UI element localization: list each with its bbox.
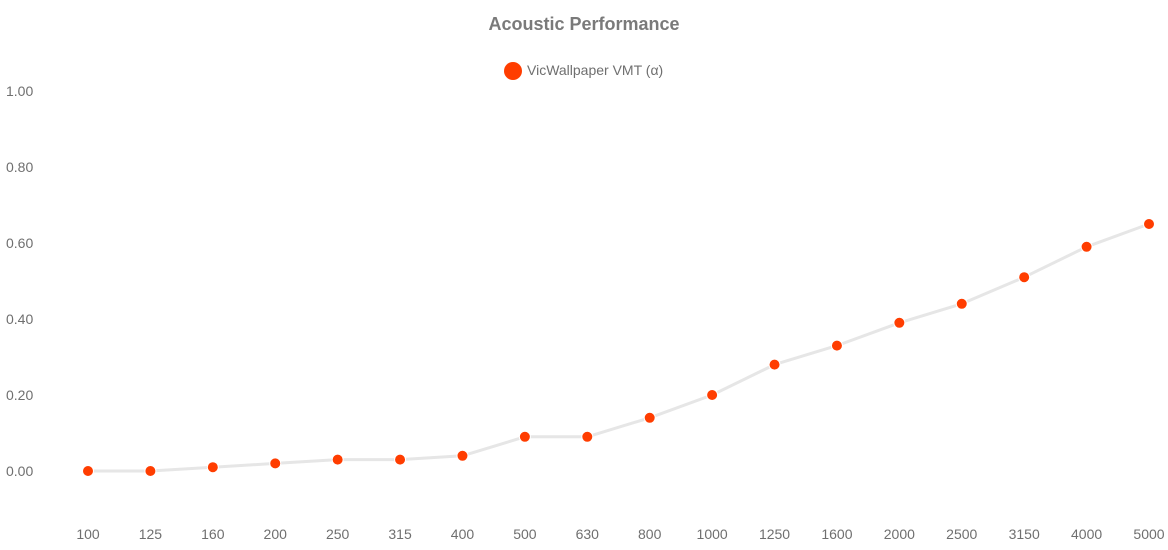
legend-marker: [504, 62, 522, 80]
x-tick-label: 160: [201, 526, 225, 542]
data-point[interactable]: [955, 297, 968, 310]
data-point[interactable]: [144, 465, 157, 477]
x-tick-label: 2500: [946, 526, 977, 542]
x-tick-label: 5000: [1133, 526, 1164, 542]
y-tick-label: 0.60: [6, 235, 33, 251]
data-point[interactable]: [456, 449, 469, 462]
y-axis: 0.00 0.20 0.40 0.60 0.80 1.00: [6, 83, 33, 479]
x-tick-label: 3150: [1009, 526, 1040, 542]
y-tick-label: 1.00: [6, 83, 33, 99]
data-point[interactable]: [1143, 218, 1155, 230]
data-point[interactable]: [82, 465, 94, 477]
data-point[interactable]: [1018, 271, 1031, 284]
data-point[interactable]: [643, 411, 656, 424]
data-point[interactable]: [518, 430, 531, 443]
series-line: [86, 222, 1151, 473]
x-tick-label: 200: [264, 526, 288, 542]
data-point[interactable]: [269, 457, 282, 470]
y-tick-label: 0.40: [6, 311, 33, 327]
x-tick-label: 2000: [884, 526, 915, 542]
x-tick-label: 400: [451, 526, 475, 542]
data-point[interactable]: [331, 453, 344, 466]
x-axis: 100 125 160 200 250 315 400 500 630 800 1000 1250 16…: [76, 526, 1164, 542]
data-point[interactable]: [581, 430, 594, 443]
legend[interactable]: VicWallpaper VMT (α): [504, 62, 663, 80]
x-tick-label: 1000: [697, 526, 728, 542]
y-tick-label: 0.00: [6, 463, 33, 479]
legend-label: VicWallpaper VMT (α): [527, 62, 663, 78]
x-tick-label: 250: [326, 526, 350, 542]
x-tick-label: 100: [76, 526, 100, 542]
x-tick-label: 500: [513, 526, 537, 542]
data-point[interactable]: [893, 316, 906, 329]
x-tick-label: 630: [576, 526, 600, 542]
data-point[interactable]: [830, 339, 843, 352]
y-tick-label: 0.20: [6, 387, 33, 403]
x-tick-label: 315: [388, 526, 412, 542]
x-tick-label: 125: [139, 526, 163, 542]
data-point[interactable]: [1080, 240, 1093, 253]
x-tick-label: 1250: [759, 526, 790, 542]
x-tick-label: 4000: [1071, 526, 1102, 542]
y-tick-label: 0.80: [6, 159, 33, 175]
data-point[interactable]: [206, 461, 219, 474]
data-point[interactable]: [394, 453, 407, 466]
data-point[interactable]: [706, 389, 719, 401]
x-tick-label: 1600: [821, 526, 852, 542]
plot-area: [82, 218, 1155, 477]
x-tick-label: 800: [638, 526, 662, 542]
chart-title: Acoustic Performance: [488, 14, 679, 34]
data-point[interactable]: [768, 358, 781, 371]
